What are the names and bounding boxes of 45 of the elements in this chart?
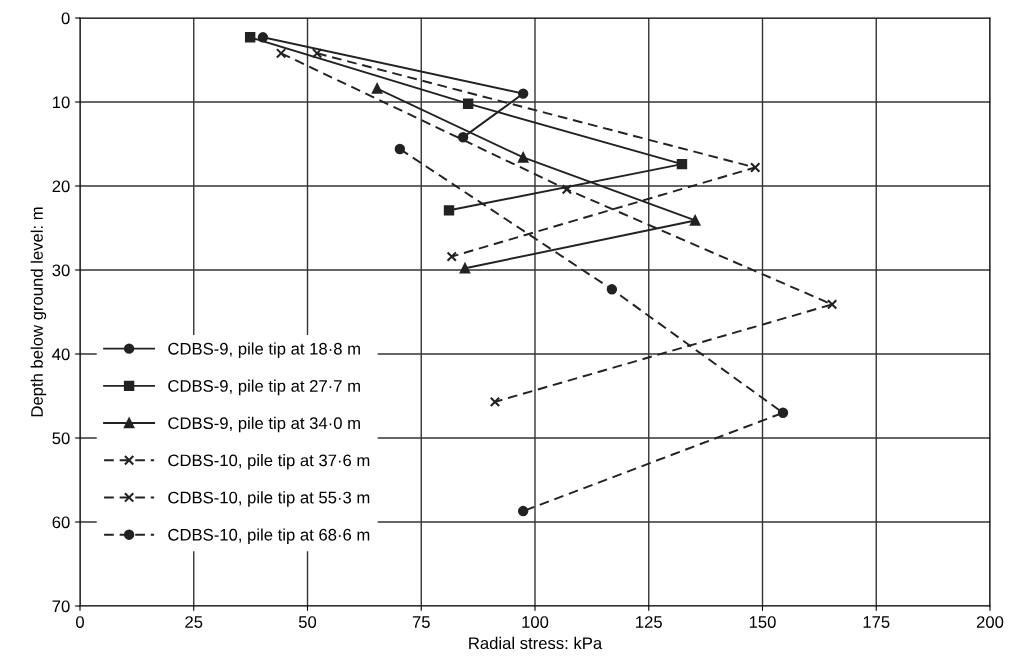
legend-label: CDBS-9, pile tip at 18·8 m <box>168 342 360 358</box>
point <box>371 83 383 94</box>
point <box>394 143 406 155</box>
y-tick-label: 40 <box>52 348 70 361</box>
y-tick-label: 20 <box>52 180 70 193</box>
point <box>275 48 287 59</box>
x-tick-label: 125 <box>636 616 662 628</box>
y-tick-label: 70 <box>52 600 70 613</box>
point <box>750 162 761 173</box>
y-tick-label: 0 <box>61 12 70 25</box>
legend-label: CDBS-9, pile tip at 34·0 m <box>168 416 360 433</box>
x-tick-label: 50 <box>298 616 317 628</box>
point <box>446 251 457 262</box>
point <box>561 184 573 195</box>
x-tick-label: 100 <box>522 616 549 628</box>
x-axis-title: Radial stress: kPa <box>469 636 603 650</box>
point <box>777 407 789 419</box>
y-tick-label: 30 <box>52 264 70 277</box>
legend-label: CDBS-10, pile tip at 37·6 m <box>168 454 370 470</box>
x-tick-label: 25 <box>185 616 203 628</box>
legend-label: CDBS-9, pile tip at 27·7 m <box>168 379 360 396</box>
y-tick-label: 50 <box>52 432 70 445</box>
point <box>606 284 618 295</box>
y-tick-label: 10 <box>53 96 70 109</box>
x-tick-label: 175 <box>863 616 890 628</box>
point <box>457 132 469 143</box>
point <box>826 299 838 310</box>
point <box>689 215 701 226</box>
point <box>489 396 501 408</box>
point <box>517 88 529 99</box>
point <box>517 152 529 163</box>
point <box>462 98 474 109</box>
legend-label: CDBS-10, pile tip at 55·3 m <box>168 491 370 507</box>
point <box>676 158 688 170</box>
point <box>443 205 455 216</box>
point <box>244 32 256 43</box>
point <box>517 505 529 517</box>
legend-label: CDBS-10, pile tip at 68·6 m <box>168 528 370 544</box>
y-tick-label: 60 <box>52 516 70 529</box>
x-tick-label: 75 <box>412 616 430 628</box>
y-axis-title: Depth below ground level: m <box>30 207 47 417</box>
x-tick-label: 200 <box>976 616 1004 628</box>
point <box>311 48 323 59</box>
x-tick-label: 150 <box>749 616 776 628</box>
x-tick-label: 0 <box>76 616 84 628</box>
